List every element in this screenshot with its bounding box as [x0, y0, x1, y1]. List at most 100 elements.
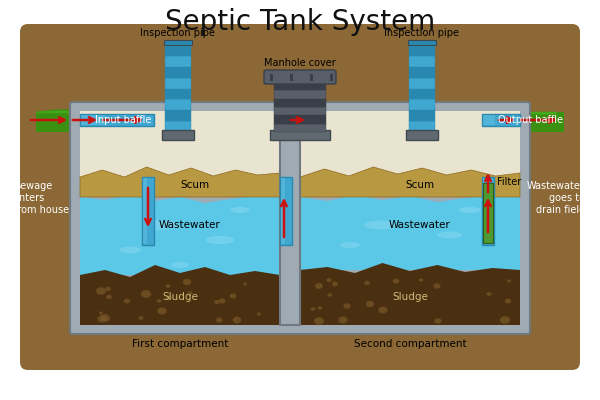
Ellipse shape — [230, 207, 250, 213]
Text: Sewage
enters
from house: Sewage enters from house — [14, 182, 69, 214]
Ellipse shape — [332, 282, 338, 286]
Bar — [483, 183, 493, 243]
Bar — [409, 88, 435, 99]
Text: Septic Tank System: Septic Tank System — [165, 8, 435, 36]
Ellipse shape — [393, 278, 399, 284]
Ellipse shape — [366, 301, 374, 307]
Bar — [165, 67, 191, 78]
Polygon shape — [300, 167, 520, 197]
Bar — [274, 90, 326, 99]
Text: Sludge: Sludge — [392, 292, 428, 302]
Bar — [143, 178, 147, 244]
Ellipse shape — [143, 220, 178, 230]
Bar — [280, 177, 292, 245]
Ellipse shape — [230, 293, 236, 299]
Bar — [80, 114, 154, 126]
Bar — [270, 74, 273, 81]
FancyBboxPatch shape — [20, 24, 580, 370]
Ellipse shape — [214, 300, 220, 304]
Ellipse shape — [139, 316, 143, 320]
Bar — [409, 56, 435, 67]
Ellipse shape — [171, 262, 189, 268]
Text: Wastewater
goes to
drain field: Wastewater goes to drain field — [527, 182, 585, 214]
Ellipse shape — [315, 283, 323, 289]
FancyBboxPatch shape — [264, 70, 336, 84]
Bar — [274, 82, 326, 90]
Bar — [330, 74, 333, 81]
Ellipse shape — [434, 318, 442, 324]
Bar — [36, 112, 564, 132]
Bar — [281, 178, 285, 244]
Ellipse shape — [433, 283, 440, 289]
Ellipse shape — [500, 316, 510, 324]
Ellipse shape — [96, 287, 106, 295]
Bar — [300, 111, 520, 177]
Text: Inspection pipe: Inspection pipe — [140, 28, 215, 38]
Ellipse shape — [105, 287, 111, 291]
Ellipse shape — [318, 306, 322, 310]
Bar — [409, 110, 435, 121]
Polygon shape — [80, 195, 280, 275]
Bar — [408, 40, 436, 45]
Text: Inspection pipe: Inspection pipe — [385, 28, 460, 38]
Bar — [274, 124, 326, 132]
Text: Wastewater: Wastewater — [159, 220, 221, 230]
Polygon shape — [80, 167, 280, 197]
Ellipse shape — [243, 282, 247, 286]
Bar — [165, 88, 191, 99]
Ellipse shape — [257, 312, 261, 316]
Bar — [274, 99, 326, 107]
Ellipse shape — [119, 246, 141, 254]
Bar — [409, 45, 435, 56]
Ellipse shape — [314, 317, 324, 325]
Ellipse shape — [183, 279, 191, 285]
Ellipse shape — [505, 298, 511, 304]
Ellipse shape — [157, 307, 167, 315]
Bar — [409, 78, 435, 88]
Text: Wastewater: Wastewater — [389, 220, 451, 230]
Bar — [409, 67, 435, 78]
Ellipse shape — [187, 291, 193, 295]
FancyBboxPatch shape — [70, 102, 530, 334]
Ellipse shape — [487, 292, 491, 296]
Text: Filter: Filter — [497, 177, 521, 187]
Ellipse shape — [233, 317, 241, 323]
Ellipse shape — [343, 303, 350, 309]
Bar — [409, 121, 435, 132]
Text: Manhole cover: Manhole cover — [264, 58, 336, 68]
Bar — [164, 40, 192, 45]
Text: First compartment: First compartment — [132, 339, 228, 349]
Ellipse shape — [379, 306, 388, 314]
Bar — [142, 177, 154, 245]
Bar — [310, 74, 313, 81]
Text: Output baffle: Output baffle — [498, 115, 563, 125]
Ellipse shape — [97, 315, 107, 323]
Ellipse shape — [340, 242, 360, 248]
Bar — [281, 115, 291, 125]
Bar — [409, 99, 435, 110]
Bar — [165, 56, 191, 67]
Bar — [80, 111, 280, 177]
Bar — [165, 99, 191, 110]
Bar — [274, 115, 326, 124]
Ellipse shape — [99, 312, 103, 314]
Ellipse shape — [157, 299, 161, 303]
Text: Second compartment: Second compartment — [353, 339, 466, 349]
Bar — [290, 74, 293, 81]
Ellipse shape — [338, 316, 348, 324]
Bar — [165, 121, 191, 132]
Bar — [483, 178, 487, 244]
Bar — [280, 111, 300, 325]
Text: Sludge: Sludge — [162, 292, 198, 302]
Bar — [165, 110, 191, 121]
Bar — [482, 114, 520, 126]
Bar — [165, 45, 191, 56]
Polygon shape — [300, 195, 520, 270]
Ellipse shape — [141, 290, 151, 298]
Bar — [81, 115, 105, 125]
Bar — [162, 130, 194, 140]
Bar — [274, 107, 326, 115]
Ellipse shape — [326, 278, 332, 282]
Ellipse shape — [218, 298, 226, 304]
Ellipse shape — [459, 207, 481, 213]
